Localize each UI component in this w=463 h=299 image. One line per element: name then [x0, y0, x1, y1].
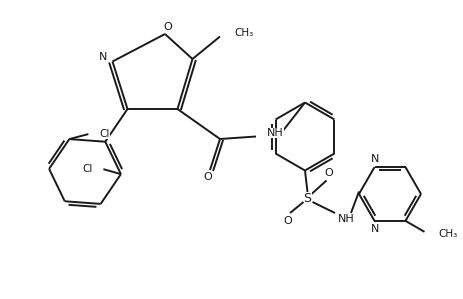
Text: N: N: [371, 224, 380, 234]
Text: Cl: Cl: [100, 129, 110, 139]
Text: O: O: [163, 22, 172, 31]
Text: O: O: [325, 168, 333, 178]
Text: CH₃: CH₃: [438, 229, 458, 239]
Text: Cl: Cl: [82, 164, 93, 174]
Text: N: N: [99, 51, 108, 62]
Text: NH: NH: [338, 214, 354, 224]
Text: CH₃: CH₃: [234, 28, 253, 37]
Text: S: S: [304, 191, 312, 205]
Text: O: O: [203, 173, 212, 182]
Text: O: O: [283, 216, 292, 225]
Text: NH: NH: [267, 127, 284, 138]
Text: N: N: [371, 154, 380, 164]
